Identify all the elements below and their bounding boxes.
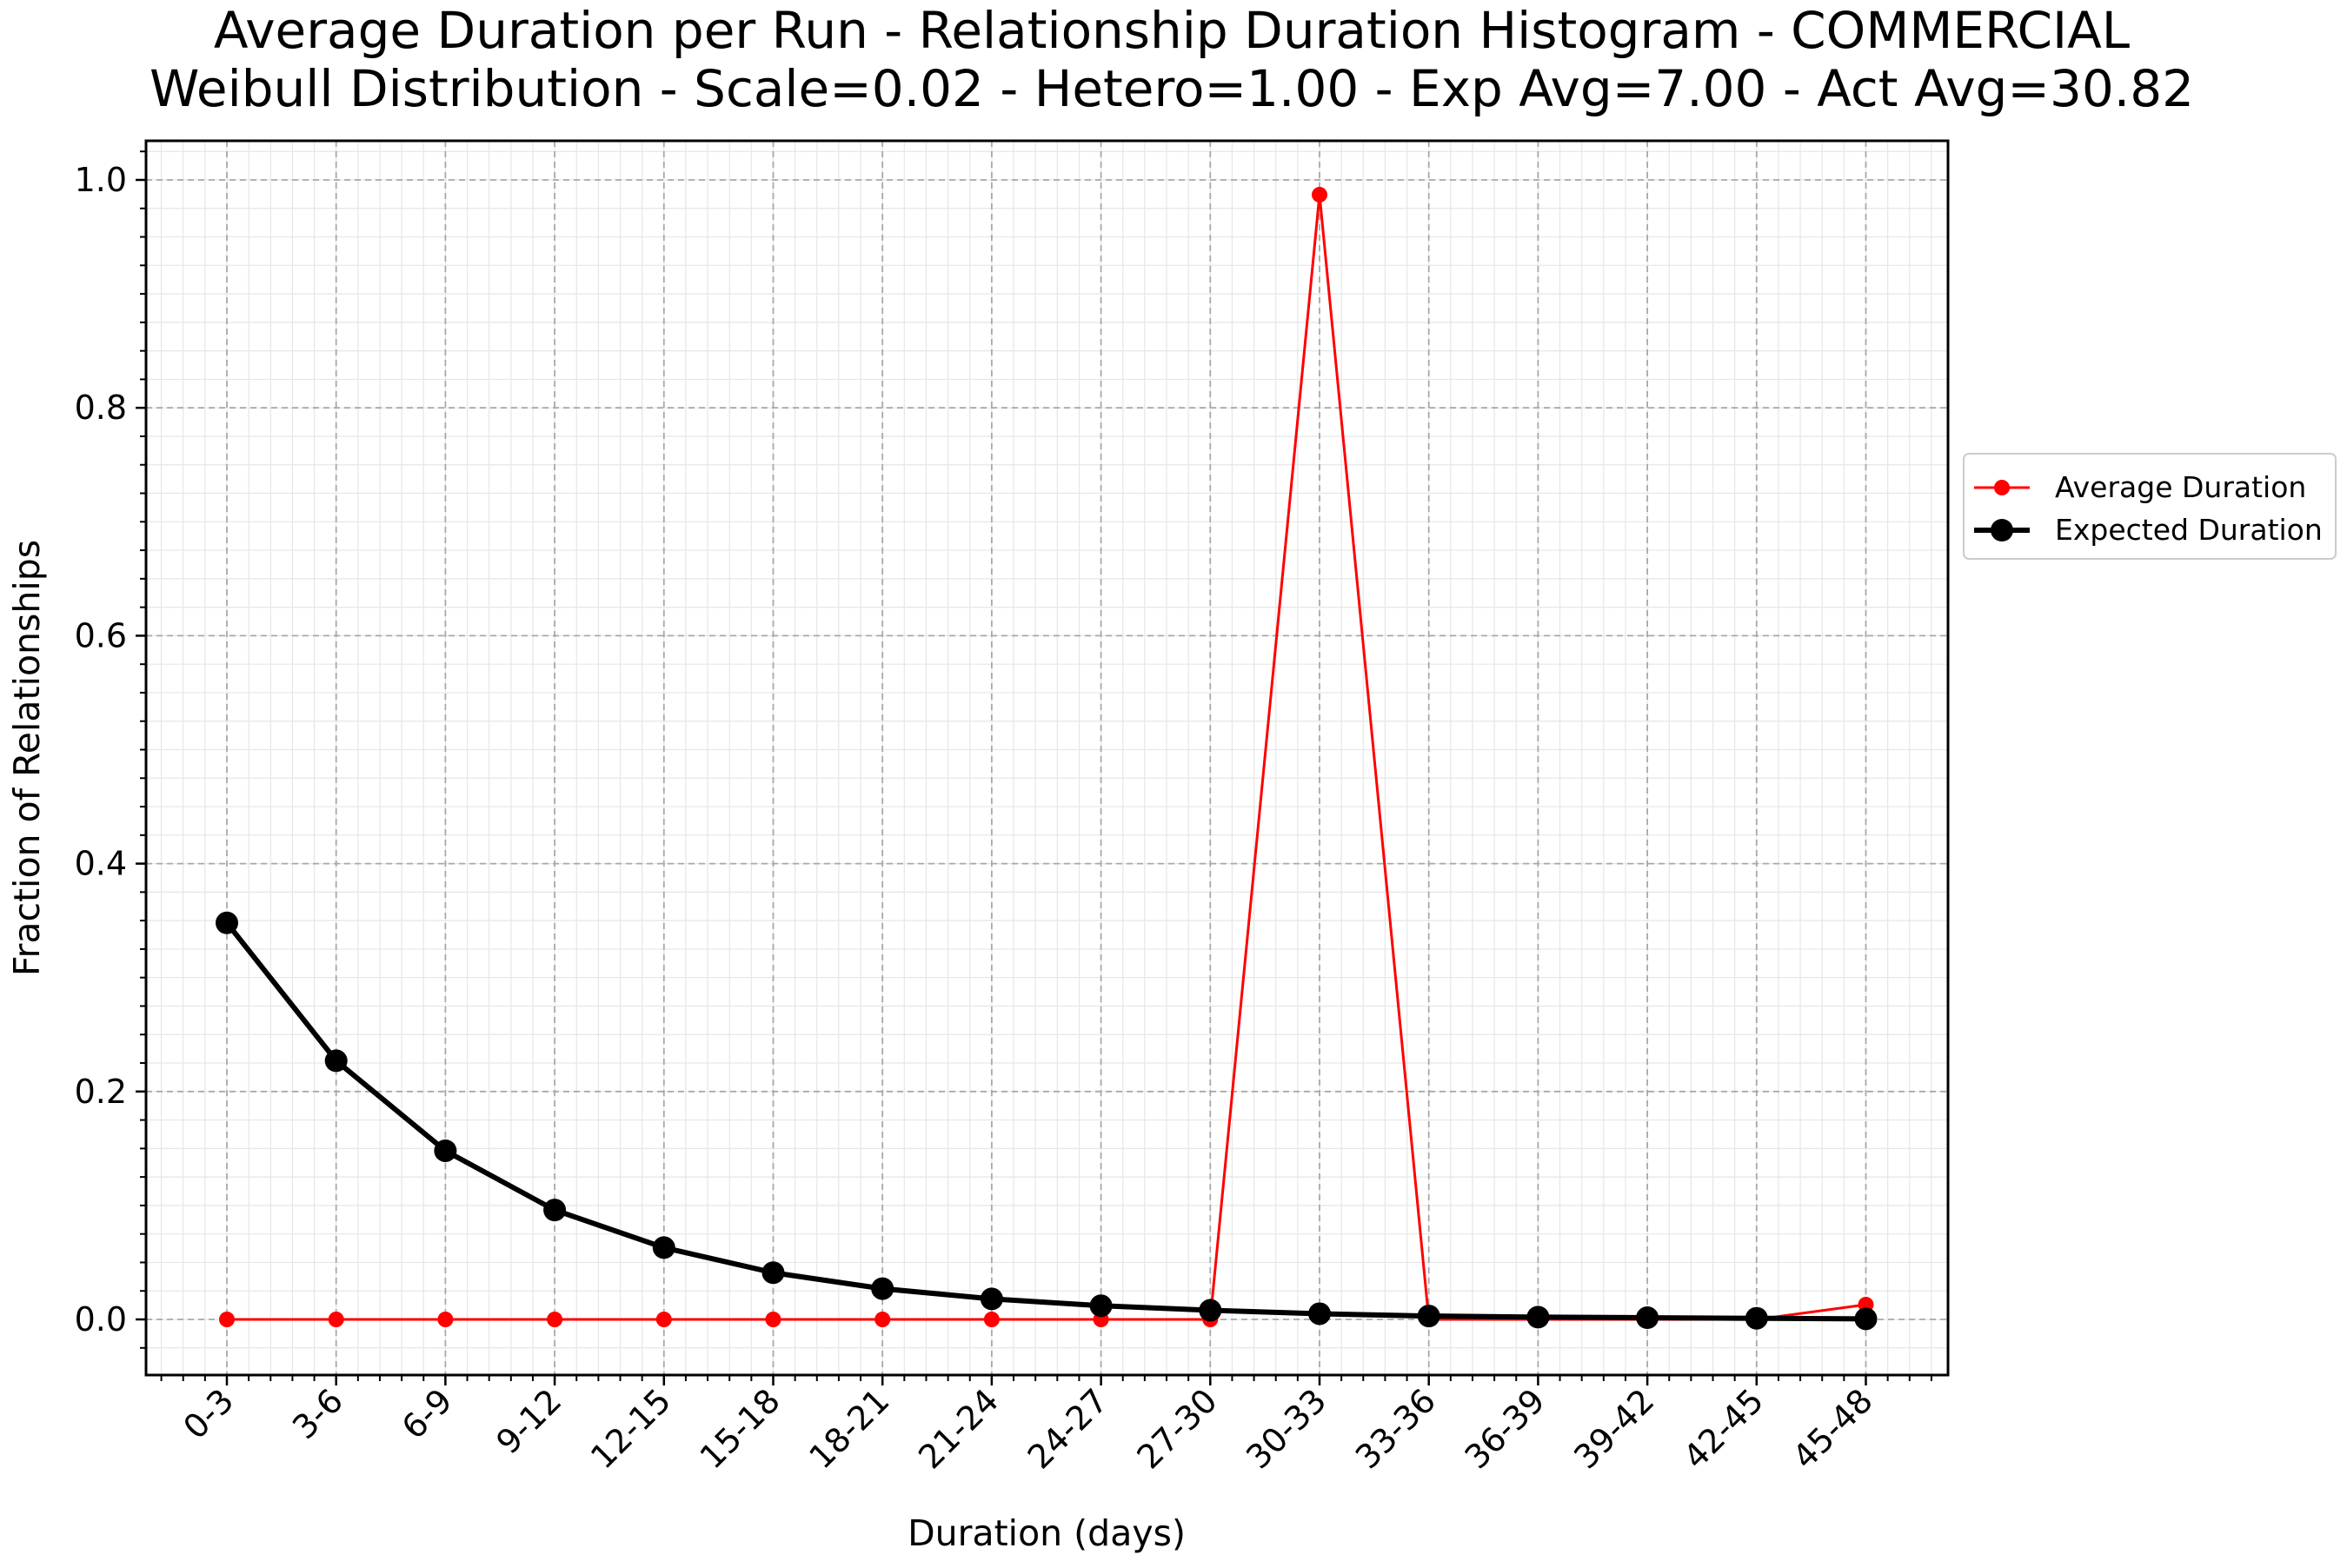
data-point-expected-duration-15-18 <box>761 1261 785 1285</box>
legend: Average Duration Expected Duration <box>1963 453 2337 560</box>
data-point-expected-duration-24-27 <box>1089 1294 1113 1318</box>
y-tick-label-1-0: 1.0 <box>75 161 127 199</box>
data-point-average-duration-12-15 <box>655 1312 672 1327</box>
plot-frame <box>144 139 1950 1377</box>
legend-marker-average-duration <box>1994 480 2010 495</box>
data-point-expected-duration-9-12 <box>543 1199 567 1222</box>
data-point-expected-duration-6-9 <box>434 1139 457 1162</box>
data-point-expected-duration-12-15 <box>652 1236 675 1259</box>
data-point-average-duration-3-6 <box>328 1312 344 1327</box>
data-point-expected-duration-36-39 <box>1526 1306 1550 1329</box>
y-tick-label-0-6: 0.6 <box>75 616 127 654</box>
data-point-expected-duration-42-45 <box>1745 1306 1768 1330</box>
y-tick-labels: 0.0 0.2 0.4 0.6 0.8 1.0 <box>75 161 127 1339</box>
axis-ticks <box>136 150 1932 1385</box>
data-point-expected-duration-30-33 <box>1308 1302 1331 1325</box>
data-point-average-duration-21-24 <box>983 1312 1000 1327</box>
data-point-expected-duration-33-36 <box>1417 1305 1440 1328</box>
data-point-average-duration-18-21 <box>874 1312 891 1327</box>
data-point-expected-duration-21-24 <box>980 1287 1003 1311</box>
data-point-expected-duration-45-48 <box>1854 1307 1878 1331</box>
data-point-average-duration-6-9 <box>437 1312 454 1327</box>
series-expected-duration <box>216 911 1878 1331</box>
data-point-expected-duration-39-42 <box>1636 1306 1659 1330</box>
data-point-average-duration-15-18 <box>765 1312 781 1327</box>
y-tick-label-0-2: 0.2 <box>75 1073 127 1111</box>
data-point-average-duration-0-3 <box>219 1312 235 1327</box>
data-point-expected-duration-3-6 <box>324 1049 348 1073</box>
chart-title: Average Duration per Run - Relationship … <box>214 1 2130 60</box>
y-tick-label-0-0: 0.0 <box>75 1300 127 1339</box>
data-point-average-duration-30-33 <box>1312 187 1327 203</box>
y-axis-label: Fraction of Relationships <box>6 540 48 976</box>
legend-label-expected-duration: Expected Duration <box>2055 513 2323 547</box>
legend-box <box>1963 453 2337 560</box>
x-axis-label: Duration (days) <box>908 1512 1186 1554</box>
data-point-expected-duration-27-30 <box>1199 1299 1222 1322</box>
y-tick-label-0-8: 0.8 <box>75 389 127 427</box>
data-point-average-duration-9-12 <box>547 1312 563 1327</box>
data-point-expected-duration-18-21 <box>871 1277 894 1300</box>
series-layer <box>216 187 1878 1331</box>
chart-subtitle: Weibull Distribution - Scale=0.02 - Hete… <box>150 59 2194 118</box>
legend-marker-expected-duration <box>1991 519 2013 541</box>
legend-label-average-duration: Average Duration <box>2055 470 2306 504</box>
data-point-expected-duration-0-3 <box>216 911 238 934</box>
series-line-expected-duration <box>224 920 1869 1322</box>
y-tick-label-0-4: 0.4 <box>75 845 127 883</box>
